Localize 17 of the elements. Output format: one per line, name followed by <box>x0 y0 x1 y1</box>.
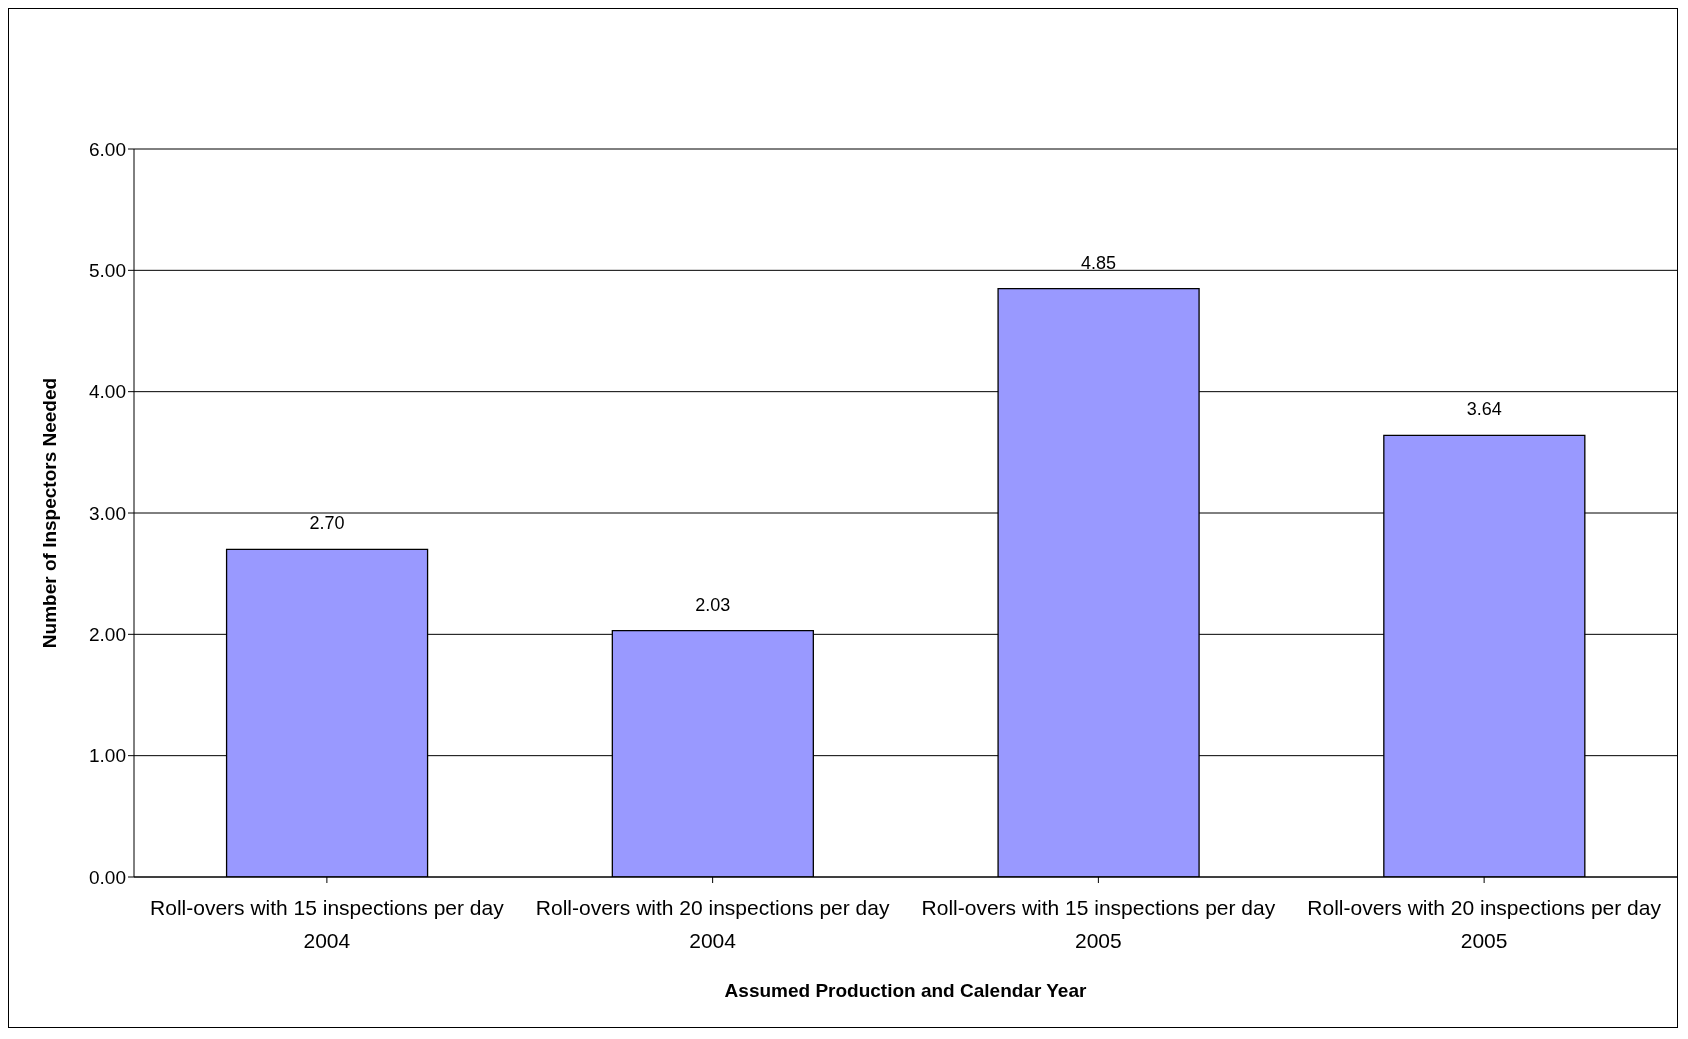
y-tick-label: 5.00 <box>89 260 126 282</box>
y-tick-label: 4.00 <box>89 381 126 403</box>
y-tick-label: 3.00 <box>89 502 126 524</box>
x-tick-label: Roll-overs with 15 inspections per day 2005 <box>920 895 1277 954</box>
x-axis-title: Assumed Production and Calendar Year <box>724 980 1088 1001</box>
data-label: 3.64 <box>1466 399 1502 420</box>
y-tick-label: 2.00 <box>89 624 126 646</box>
y-tick-label: 0.00 <box>89 866 126 888</box>
data-label: 4.85 <box>1081 252 1117 273</box>
y-tick-label: 6.00 <box>89 138 126 160</box>
data-label: 2.03 <box>695 594 731 615</box>
data-label: 2.70 <box>309 513 345 534</box>
x-tick-label: Roll-overs with 20 inspections per day 2004 <box>534 895 891 954</box>
y-axis-title: Number of Inspectors Needed <box>38 377 60 649</box>
y-tick-label: 1.00 <box>89 745 126 767</box>
x-tick-label: Roll-overs with 20 inspections per day 2005 <box>1306 895 1662 954</box>
x-tick-label: Roll-overs with 15 inspections per day 2004 <box>149 895 505 954</box>
